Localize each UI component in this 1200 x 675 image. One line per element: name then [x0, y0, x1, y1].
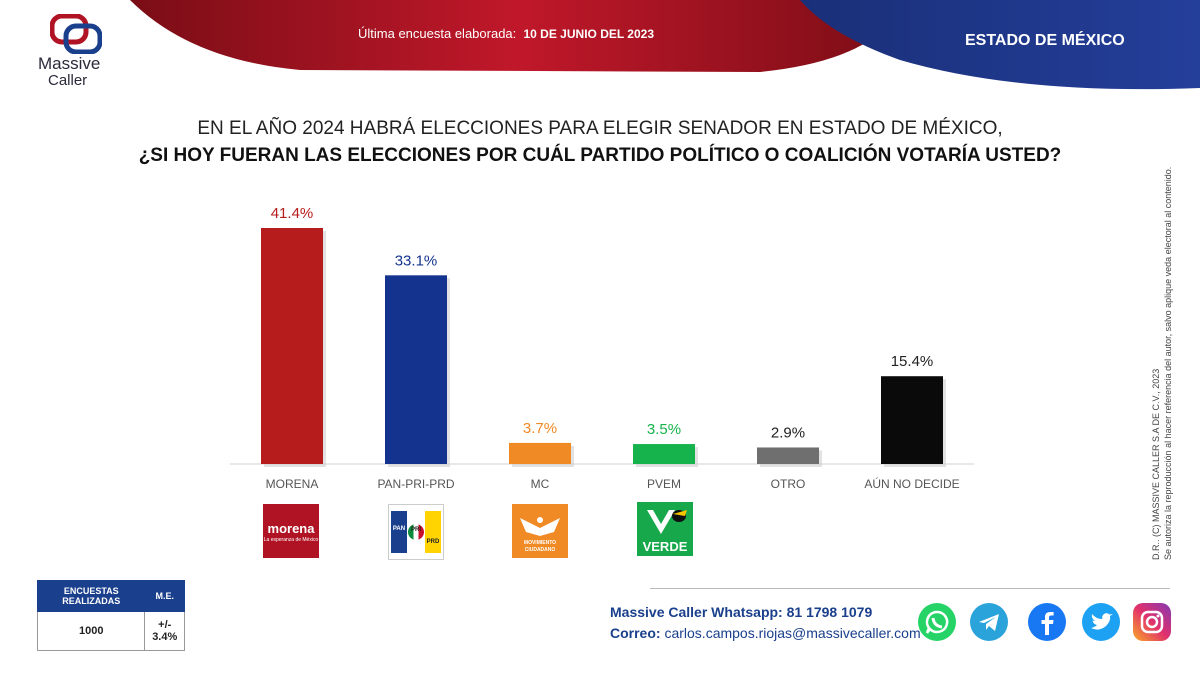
massive-caller-logo	[50, 14, 102, 54]
value-label-pvem: 3.5%	[647, 421, 681, 438]
whatsapp-contact: Massive Caller Whatsapp: 81 1798 1079	[610, 604, 873, 620]
mc-logo-text-2: CIUDADANO	[524, 547, 556, 553]
bar-aun-no-decide	[881, 376, 943, 464]
bar-pan-pri-prd	[385, 275, 447, 464]
telegram-icon[interactable]	[970, 603, 1008, 641]
prd-logo-text: PRD	[426, 539, 440, 545]
email-address[interactable]: carlos.campos.riojas@massivecaller.com	[664, 625, 921, 641]
pan-logo-text: PAN	[392, 526, 406, 532]
legal-notice: D.R.. (C) MASSIVE CALLER S.A DE C.V., 20…	[1150, 90, 1174, 560]
surveys-value: 1000	[36, 611, 146, 651]
bar-morena	[261, 228, 323, 464]
twitter-icon[interactable]	[1082, 603, 1120, 641]
question-line-1: EN EL AÑO 2024 HABRÁ ELECCIONES PARA ELE…	[197, 118, 1003, 139]
morena-logo-subtitle: La esperanza de México	[263, 537, 319, 543]
footer-divider	[650, 588, 1170, 589]
bar-mc	[509, 442, 571, 464]
survey-date-prefix: Última encuesta elaborada:	[358, 26, 517, 41]
category-label-pan-pri-prd: PAN-PRI-PRD	[377, 477, 454, 491]
survey-date-value: 10 DE JUNIO DEL 2023	[523, 27, 655, 41]
legal-line-1: D.R.. (C) MASSIVE CALLER S.A DE C.V., 20…	[1151, 368, 1161, 560]
state-title: ESTADO DE MÉXICO	[965, 32, 1125, 49]
header-banner	[130, 0, 1200, 90]
pri-logo-text: PRI	[410, 527, 421, 533]
mc-logo-text-1: MOVIMIENTO	[523, 540, 557, 546]
category-label-otro: OTRO	[771, 477, 806, 491]
category-label-pvem: PVEM	[647, 477, 681, 491]
pri-logo-block: PRI	[408, 511, 424, 553]
category-label-mc: MC	[531, 477, 550, 491]
value-label-mc: 3.7%	[523, 420, 557, 437]
legal-line-2: Se autoriza la reproducción al hacer ref…	[1163, 166, 1173, 560]
pvem-logo-text: VERDE	[642, 539, 688, 554]
category-label-morena: MORENA	[266, 477, 319, 491]
value-label-aun-no-decide: 15.4%	[891, 353, 934, 370]
mc-logo: MOVIMIENTO CIUDADANO	[512, 504, 568, 558]
pvem-logo: VERDE	[637, 502, 693, 556]
pan-pri-prd-logo: PAN PRI PRD	[388, 504, 444, 560]
value-label-pan-pri-prd: 33.1%	[395, 252, 438, 269]
email-label: Correo:	[610, 625, 661, 641]
pvem-toucan-icon	[647, 510, 687, 534]
category-label-aun-no-decide: AÚN NO DECIDE	[864, 476, 959, 491]
value-label-morena: 41.4%	[271, 205, 314, 222]
instagram-icon[interactable]	[1133, 603, 1171, 641]
morena-logo-title: morena	[267, 521, 315, 536]
email-contact: Correo: carlos.campos.riojas@massivecall…	[610, 625, 921, 641]
prd-logo-block: PRD	[425, 511, 441, 553]
bar-pvem	[633, 444, 695, 464]
survey-stats-table: ENCUESTAS REALIZADAS M.E. 1000 +/- 3.4%	[36, 580, 185, 651]
question-line-2: ¿SI HOY FUERAN LAS ELECCIONES POR CUÁL P…	[138, 145, 1062, 166]
surveys-header: ENCUESTAS REALIZADAS	[36, 580, 146, 612]
margin-error-value: +/- 3.4%	[144, 611, 185, 651]
whatsapp-icon[interactable]	[918, 603, 956, 641]
survey-date: Última encuesta elaborada: 10 DE JUNIO D…	[358, 26, 654, 41]
margin-error-header: M.E.	[144, 580, 185, 612]
value-label-otro: 2.9%	[771, 424, 805, 441]
pan-logo-block: PAN	[391, 511, 407, 553]
logo-text-massive: Massive	[38, 54, 101, 73]
bar-otro	[757, 447, 819, 464]
mc-eagle-icon	[520, 517, 560, 536]
logo-text-caller: Caller	[48, 72, 88, 89]
morena-logo: morena La esperanza de México	[263, 504, 319, 558]
facebook-icon[interactable]	[1028, 603, 1066, 641]
